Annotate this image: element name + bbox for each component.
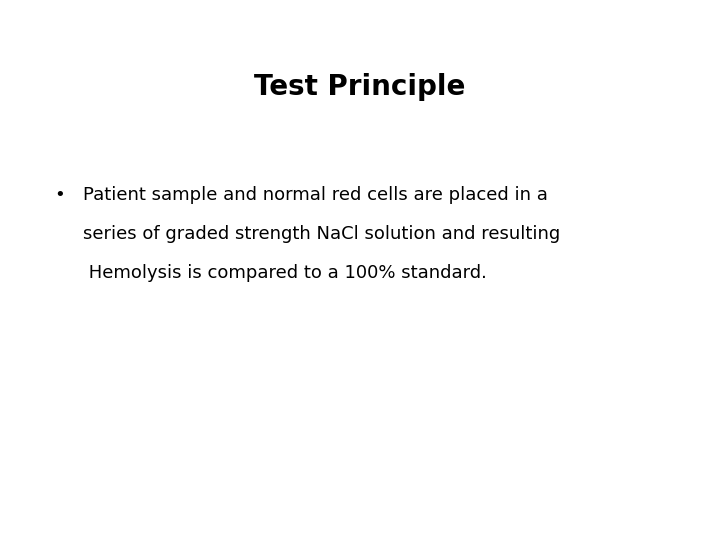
Text: series of graded strength NaCl solution and resulting: series of graded strength NaCl solution … (83, 225, 560, 243)
Text: •: • (54, 186, 65, 204)
Text: Test Principle: Test Principle (254, 73, 466, 101)
Text: Patient sample and normal red cells are placed in a: Patient sample and normal red cells are … (83, 186, 548, 204)
Text: Hemolysis is compared to a 100% standard.: Hemolysis is compared to a 100% standard… (83, 264, 487, 282)
